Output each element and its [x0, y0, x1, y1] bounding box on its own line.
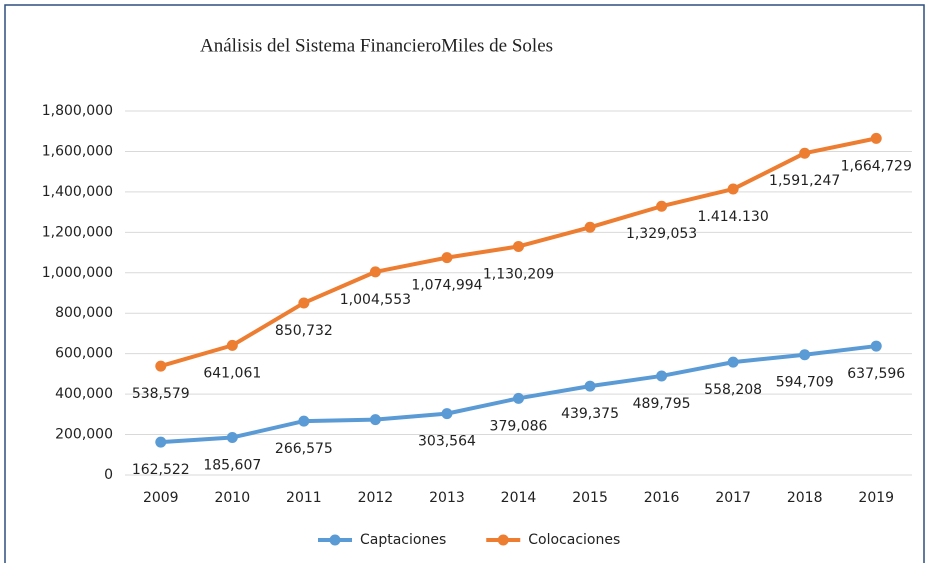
- point: [441, 252, 453, 264]
- data-label: 1,074,994: [411, 278, 482, 294]
- x-tick-label: 2018: [787, 490, 823, 506]
- point: [441, 408, 453, 420]
- data-label: 558,208: [704, 382, 762, 398]
- legend-marker: [497, 534, 509, 546]
- point: [226, 431, 238, 443]
- legend-label: Captaciones: [360, 532, 446, 548]
- legend-label: Colocaciones: [528, 532, 620, 548]
- data-label: 1,004,553: [340, 292, 411, 308]
- data-label: 1.414.130: [698, 209, 769, 225]
- x-tick-label: 2016: [644, 490, 680, 506]
- data-label: 1,591,247: [769, 173, 840, 189]
- point: [298, 297, 310, 309]
- point: [584, 221, 596, 233]
- point: [799, 147, 811, 159]
- legend-marker: [329, 534, 341, 546]
- data-label: 641,061: [203, 365, 261, 381]
- data-label: 266,575: [275, 441, 333, 457]
- chart-title: Análisis del Sistema FinancieroMiles de …: [200, 35, 553, 56]
- data-label: 1,664,729: [841, 158, 912, 174]
- point: [870, 340, 882, 352]
- x-tick-label: 2015: [572, 490, 608, 506]
- data-label: 439,375: [561, 406, 619, 422]
- x-tick-label: 2011: [286, 490, 322, 506]
- data-label: 162,522: [132, 462, 190, 478]
- x-tick-label: 2013: [429, 490, 465, 506]
- data-label: 489,795: [633, 396, 691, 412]
- data-label: 538,579: [132, 386, 190, 402]
- x-tick-label: 2019: [858, 490, 894, 506]
- data-label: 637,596: [847, 366, 905, 382]
- point: [155, 360, 167, 372]
- data-label: 185,607: [203, 457, 261, 473]
- data-label: 303,564: [418, 434, 476, 450]
- point: [799, 349, 811, 361]
- y-tick-label: 1,800,000: [42, 103, 113, 119]
- x-tick-label: 2014: [501, 490, 537, 506]
- point: [298, 415, 310, 427]
- y-tick-label: 0: [104, 467, 113, 483]
- y-tick-label: 400,000: [55, 386, 113, 402]
- data-label: 594,709: [776, 375, 834, 391]
- data-label: 850,732: [275, 323, 333, 339]
- point: [513, 392, 524, 404]
- y-tick-label: 1,000,000: [42, 265, 113, 281]
- point: [584, 380, 596, 392]
- x-tick-label: 2012: [358, 490, 394, 506]
- y-tick-label: 800,000: [55, 305, 113, 321]
- x-tick-label: 2010: [214, 490, 250, 506]
- point: [513, 240, 524, 252]
- point: [727, 356, 739, 368]
- data-label: 1,130,209: [483, 266, 554, 282]
- point: [226, 339, 238, 351]
- x-tick-label: 2009: [143, 490, 179, 506]
- y-tick-label: 1,200,000: [42, 224, 113, 240]
- x-tick-label: 2017: [715, 490, 751, 506]
- y-tick-label: 1,400,000: [42, 184, 113, 200]
- point: [369, 414, 381, 426]
- frame: [4, 4, 925, 563]
- data-label: 379,086: [490, 418, 548, 434]
- point: [727, 183, 739, 195]
- y-tick-label: 1,600,000: [42, 143, 113, 159]
- point: [369, 266, 381, 278]
- y-tick-label: 600,000: [55, 346, 113, 362]
- point: [656, 200, 668, 212]
- point: [870, 132, 882, 144]
- y-tick-label: 200,000: [55, 427, 113, 443]
- point: [656, 370, 668, 382]
- data-label: 1,329,053: [626, 226, 697, 242]
- point: [155, 436, 167, 448]
